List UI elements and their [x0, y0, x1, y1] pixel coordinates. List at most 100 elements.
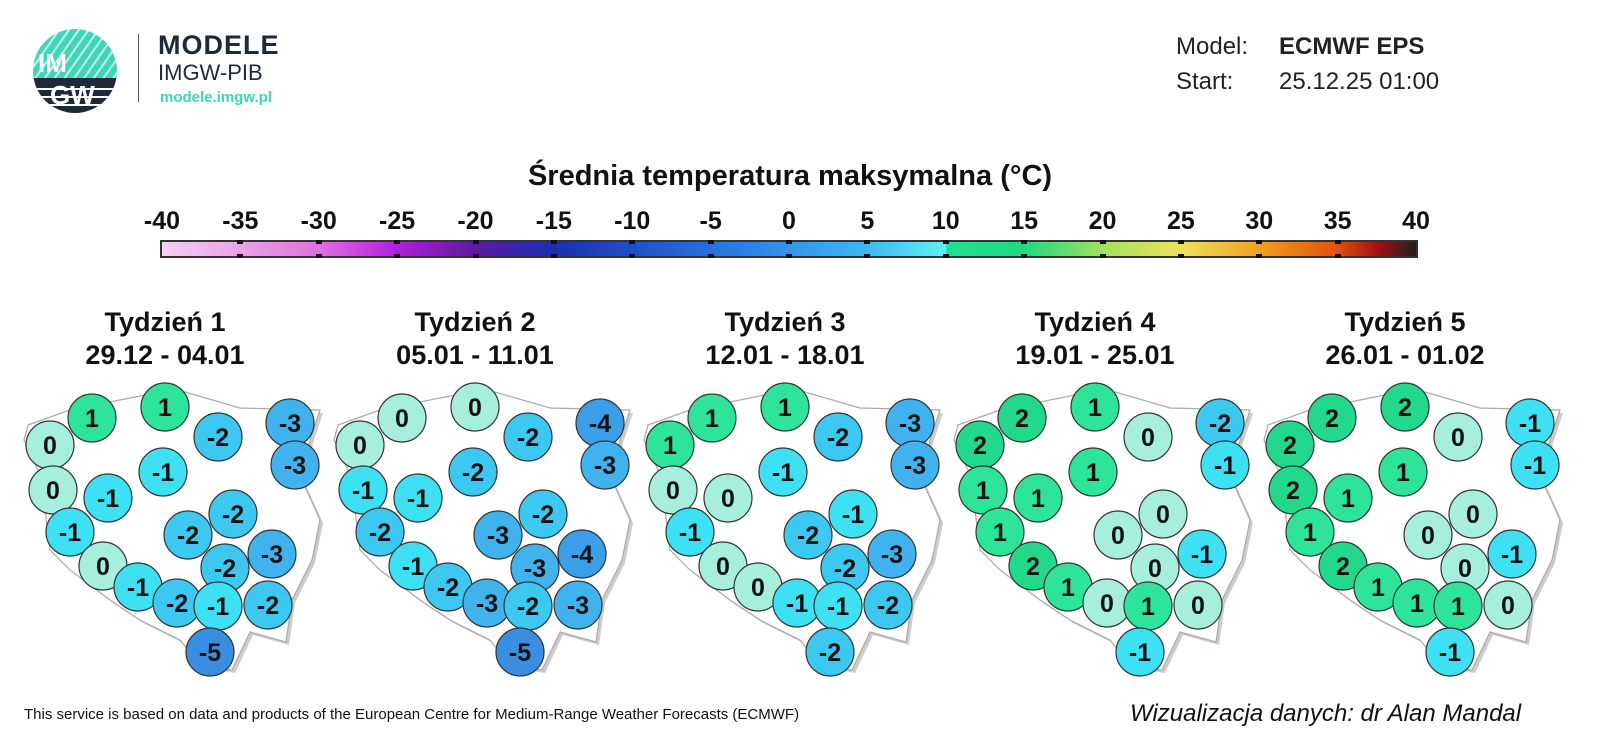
station-circle — [760, 382, 810, 432]
colorbar-tick — [1099, 240, 1106, 258]
station-marker: 1 — [1323, 473, 1373, 523]
station-value: -1 — [127, 574, 149, 602]
station-value: -3 — [261, 541, 283, 569]
station-marker: -1 — [1177, 529, 1227, 579]
station-circle — [813, 412, 863, 462]
station-marker: -2 — [805, 627, 855, 677]
station-marker: -2 — [813, 412, 863, 462]
station-circle — [1200, 440, 1250, 490]
station-value: -2 — [827, 424, 849, 452]
station-marker: -2 — [448, 447, 498, 497]
station-circle — [450, 382, 500, 432]
station-marker: -4 — [575, 398, 625, 448]
station-marker: -2 — [200, 543, 250, 593]
station-circle — [1013, 473, 1063, 523]
colorbar-tick-label: 25 — [1166, 207, 1195, 235]
station-circle — [393, 473, 443, 523]
station-value: 1 — [1061, 574, 1075, 602]
colorbar-tick-label: -10 — [614, 207, 651, 235]
station-marker: 0 — [28, 465, 78, 515]
station-marker: -1 — [1425, 627, 1475, 677]
logo-divider — [138, 34, 139, 102]
station-value: -2 — [177, 522, 199, 550]
station-circle — [1483, 580, 1533, 630]
station-value: -1 — [1501, 541, 1523, 569]
station-value: -1 — [842, 501, 864, 529]
station-marker: 0 — [1130, 543, 1180, 593]
week-name: Tydzień 2 — [414, 307, 536, 337]
station-marker: -2 — [163, 510, 213, 560]
station-circle — [1138, 489, 1188, 539]
station-marker: 0 — [1138, 489, 1188, 539]
station-marker: -1 — [1510, 440, 1560, 490]
colorbar-tick-label: 5 — [860, 207, 875, 235]
station-value: 0 — [1451, 424, 1465, 452]
station-marker: -1 — [1505, 398, 1555, 448]
station-circle — [28, 465, 78, 515]
colorbar-tick-label: 20 — [1088, 207, 1117, 235]
station-marker: 1 — [687, 393, 737, 443]
station-circle — [1093, 510, 1143, 560]
week-dates: 19.01 - 25.01 — [1015, 340, 1175, 370]
station-circle — [975, 507, 1025, 557]
station-circle — [1510, 440, 1560, 490]
station-value: -3 — [594, 452, 616, 480]
station-marker: -5 — [185, 627, 235, 677]
svg-text:IM: IM — [38, 48, 67, 78]
station-marker: -1 — [758, 447, 808, 497]
station-value: -1 — [827, 593, 849, 621]
colorbar — [160, 240, 1418, 258]
station-circle — [1173, 580, 1223, 630]
station-circle — [648, 465, 698, 515]
station-value: -1 — [207, 593, 229, 621]
station-marker: -3 — [270, 440, 320, 490]
week-title: Tydzień 3 12.01 - 18.01 — [635, 306, 935, 372]
station-marker: -2 — [243, 580, 293, 630]
station-marker: -1 — [1200, 440, 1250, 490]
station-value: -2 — [517, 424, 539, 452]
station-circle — [783, 510, 833, 560]
week-dates: 12.01 - 18.01 — [705, 340, 865, 370]
station-marker: -2 — [1195, 398, 1245, 448]
station-marker: -2 — [503, 581, 553, 631]
station-marker: -1 — [45, 507, 95, 557]
colorbar-tick-label: -30 — [300, 207, 337, 235]
station-value: 1 — [1141, 593, 1155, 621]
station-marker: -2 — [863, 580, 913, 630]
station-value: 1 — [1396, 459, 1410, 487]
station-circle — [958, 465, 1008, 515]
station-circle — [45, 507, 95, 557]
colorbar-tick — [472, 240, 479, 258]
station-marker: -2 — [820, 543, 870, 593]
station-value: -3 — [487, 522, 509, 550]
station-marker: -5 — [495, 627, 545, 677]
station-marker: 0 — [1082, 578, 1132, 628]
week-title: Tydzień 1 29.12 - 04.01 — [15, 306, 315, 372]
colorbar-tick — [237, 240, 244, 258]
imgw-logo: IM GW — [33, 29, 117, 113]
station-value: 0 — [1100, 590, 1114, 618]
station-value: 1 — [993, 519, 1007, 547]
week-map: 11 1-2 -30-1 -30-1-1 -20 -3-20-1 -1 -2-2 — [643, 382, 943, 677]
station-value: 0 — [1156, 501, 1170, 529]
station-circle — [83, 473, 133, 523]
brand-url[interactable]: modele.imgw.pl — [160, 89, 272, 106]
station-circle — [758, 447, 808, 497]
station-value: 0 — [1148, 555, 1162, 583]
station-circle — [377, 393, 427, 443]
station-circle — [163, 510, 213, 560]
station-marker: 0 — [1483, 580, 1533, 630]
week-title: Tydzień 2 05.01 - 11.01 — [325, 306, 625, 372]
station-marker: 1 — [645, 420, 695, 470]
station-marker: -3 — [462, 578, 512, 628]
station-value: -1 — [152, 459, 174, 487]
station-marker: -2 — [355, 507, 405, 557]
station-circle — [1068, 447, 1118, 497]
station-circle — [890, 440, 940, 490]
station-marker: 1 — [1043, 562, 1093, 612]
station-marker: -1 — [813, 581, 863, 631]
station-circle — [243, 580, 293, 630]
station-value: 1 — [85, 405, 99, 433]
station-circle — [503, 412, 553, 462]
